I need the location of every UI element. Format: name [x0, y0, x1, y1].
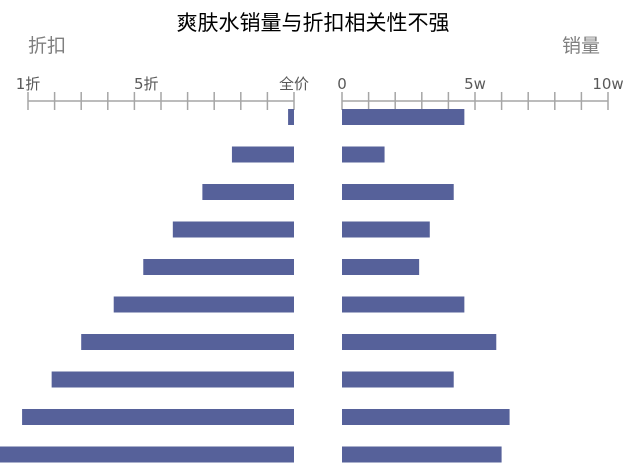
right-tick-label: 5w — [464, 75, 486, 93]
right-axis-ticks: 0 5w 10w — [337, 75, 624, 110]
left-bars — [0, 109, 295, 463]
left-bar — [0, 446, 295, 463]
right-tick-label: 0 — [337, 75, 347, 93]
left-tick-label: 1折 — [16, 75, 41, 93]
left-axis-label: 折扣 — [28, 35, 66, 57]
right-bar — [342, 109, 465, 125]
left-bar — [172, 221, 294, 238]
left-bar — [143, 259, 294, 275]
right-axis-label: 销量 — [562, 35, 600, 57]
right-bar — [342, 446, 502, 463]
right-bars — [342, 109, 510, 463]
left-bar — [113, 296, 294, 313]
right-bar — [342, 371, 454, 388]
right-bar — [342, 296, 465, 313]
right-bar — [342, 146, 385, 163]
right-bar — [342, 334, 497, 350]
left-bar — [202, 184, 294, 200]
right-bar — [342, 409, 510, 425]
left-bar — [231, 146, 294, 163]
right-bar — [342, 259, 420, 275]
left-bar — [288, 109, 294, 125]
right-tick-label: 10w — [592, 75, 623, 93]
left-bar — [81, 334, 294, 350]
left-bar — [22, 409, 294, 425]
left-tick-label: 5折 — [134, 75, 159, 93]
right-bar — [342, 221, 430, 238]
left-axis-ticks: 1折 5折 全价 — [16, 75, 309, 110]
left-bar — [51, 371, 295, 388]
left-tick-label: 全价 — [279, 75, 309, 93]
right-bar — [342, 184, 454, 200]
chart-title: 爽肤水销量与折扣相关性不强 — [177, 11, 450, 35]
